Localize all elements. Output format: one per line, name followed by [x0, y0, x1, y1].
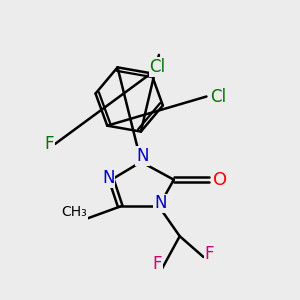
Text: F: F: [153, 255, 162, 273]
Text: N: N: [102, 169, 115, 187]
Text: Cl: Cl: [149, 58, 166, 76]
Text: O: O: [213, 171, 227, 189]
Text: F: F: [44, 135, 54, 153]
Text: F: F: [205, 245, 214, 263]
Text: CH₃: CH₃: [61, 206, 87, 219]
Text: N: N: [136, 147, 149, 165]
Text: N: N: [154, 194, 167, 212]
Text: Cl: Cl: [210, 88, 226, 106]
